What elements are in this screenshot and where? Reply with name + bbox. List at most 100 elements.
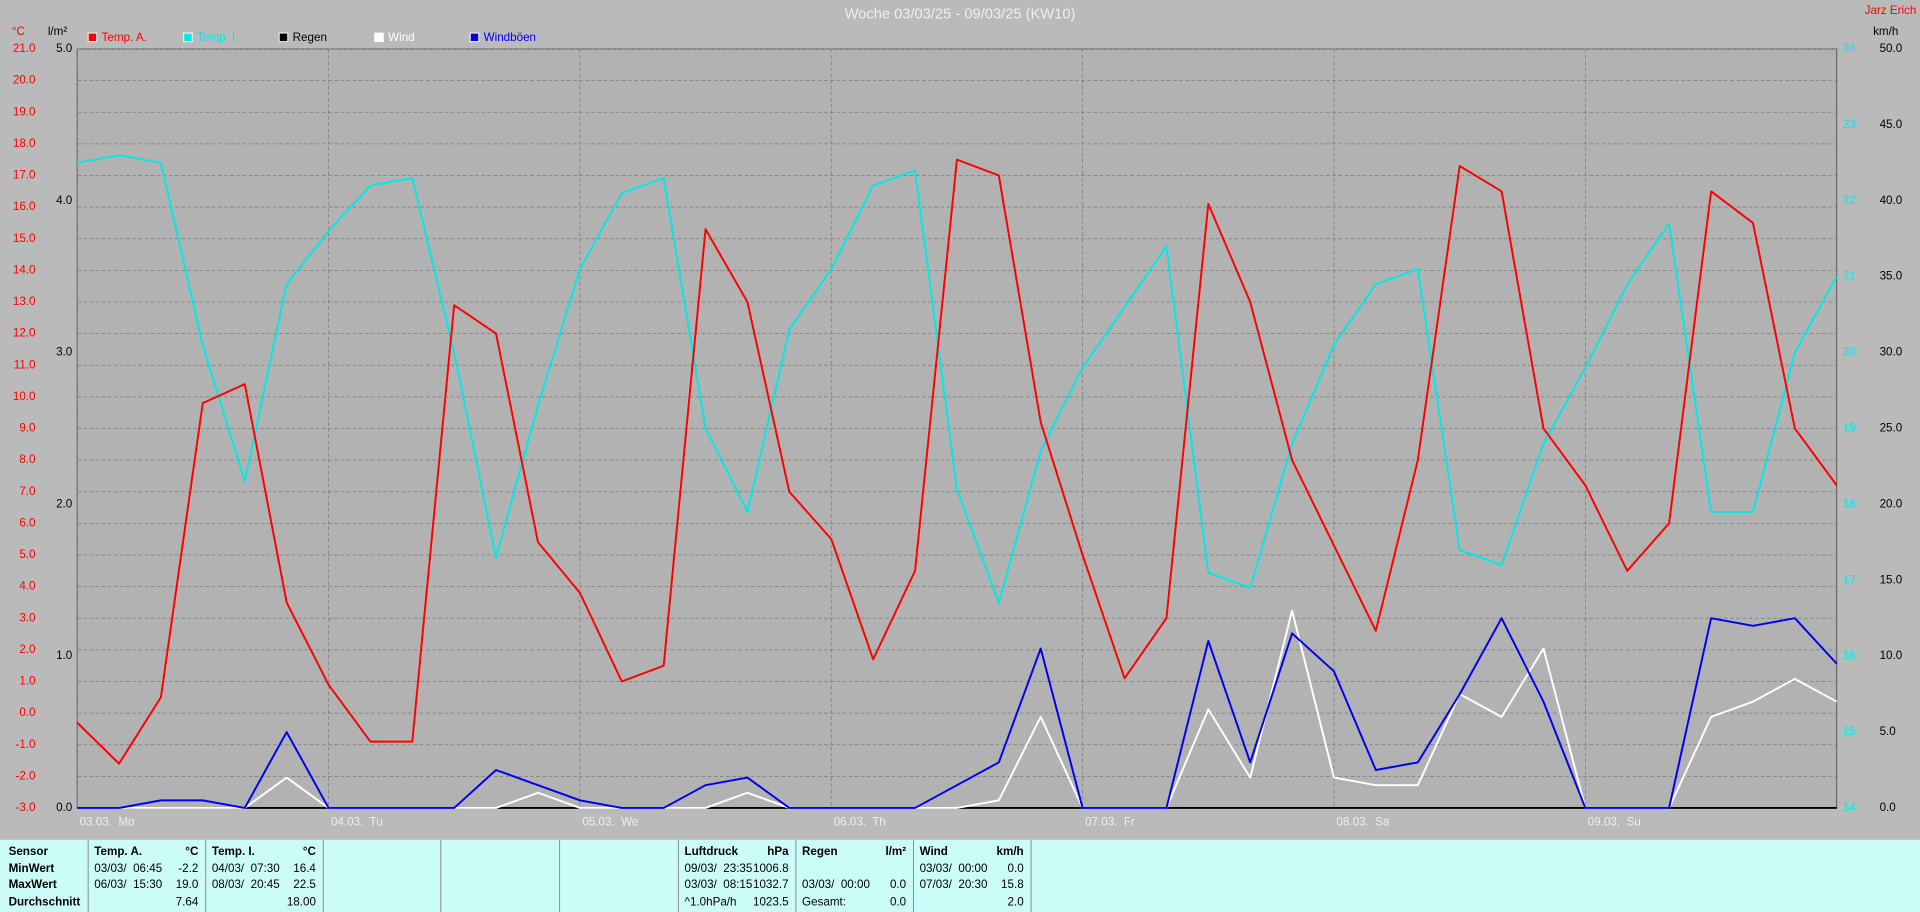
yticks-label: 4.0 xyxy=(19,580,36,593)
yticks-label: 13.0 xyxy=(13,295,36,308)
legend-swatch xyxy=(374,32,384,43)
table-time: 09/03/ 23:35 xyxy=(684,862,752,875)
table-value: 0.0 xyxy=(890,878,907,891)
table-value: 2.0 xyxy=(1007,895,1024,908)
table-time: 03/03/ 06:45 xyxy=(94,862,162,875)
y2ticks-label: 15.0 xyxy=(1880,573,1903,586)
yticks-label: 5.0 xyxy=(19,548,36,561)
table-header: Temp. A. xyxy=(94,845,142,858)
table-time: 06/03/ 15:30 xyxy=(94,878,162,891)
legend-swatch xyxy=(469,32,480,43)
y4ticks-label: 20 xyxy=(1843,346,1856,359)
table-unit: °C xyxy=(303,845,317,858)
yticks-label: 2.0 xyxy=(19,643,36,656)
y3ticks-label: 2.0 xyxy=(56,497,73,510)
yticks-label: 1.0 xyxy=(19,675,36,688)
y4ticks-label: 21 xyxy=(1843,270,1856,283)
yticks-label: 9.0 xyxy=(19,422,36,435)
table-row-label: Durchschnitt xyxy=(9,895,81,908)
x-tick-label: 09.03. Su xyxy=(1588,816,1641,829)
x-tick-label: 08.03. Sa xyxy=(1336,816,1390,829)
yticks-label: -1.0 xyxy=(15,738,36,751)
y2-unit: km/h xyxy=(1873,25,1898,38)
x-tick-label: 05.03. We xyxy=(582,816,638,829)
table-time: 08/03/ 20:45 xyxy=(212,878,280,891)
table-unit: °C xyxy=(185,845,199,858)
table-value: 1032.7 xyxy=(753,878,789,891)
table-row-label: MinWert xyxy=(9,862,55,875)
y4ticks-label: 24 xyxy=(1843,42,1856,55)
table-time: ^1.0hPa/h xyxy=(684,895,736,908)
y4ticks-label: 16 xyxy=(1843,649,1856,662)
table-value: 0.0 xyxy=(890,895,907,908)
table-time: 07/03/ 20:30 xyxy=(920,878,988,891)
y2ticks-label: 50.0 xyxy=(1880,42,1903,55)
y-unit: °C xyxy=(12,25,25,38)
table-unit: hPa xyxy=(767,845,789,858)
legend-label: Temp. A. xyxy=(102,31,147,44)
yticks-label: 17.0 xyxy=(13,169,36,182)
legend-swatch xyxy=(87,32,98,43)
table-time: 03/03/ 00:00 xyxy=(920,862,988,875)
y4ticks-label: 22 xyxy=(1843,194,1856,207)
y4ticks-label: 14 xyxy=(1843,801,1856,814)
y4ticks-label: 19 xyxy=(1843,422,1856,435)
table-value: 19.0 xyxy=(176,878,199,891)
yticks-label: 14.0 xyxy=(13,263,36,276)
table-value: -2.2 xyxy=(178,862,198,875)
y3ticks-label: 5.0 xyxy=(56,42,73,55)
series-line xyxy=(76,154,1838,605)
chart-title: Woche 03/03/25 - 09/03/25 (KW10) xyxy=(845,7,1076,23)
table-value: 1023.5 xyxy=(753,895,789,908)
x-tick-label: 03.03. Mo xyxy=(80,816,135,829)
y2ticks-label: 20.0 xyxy=(1880,497,1903,510)
y2ticks-label: 35.0 xyxy=(1880,270,1903,283)
yticks-label: -2.0 xyxy=(15,769,36,782)
y4ticks-label: 23 xyxy=(1843,118,1856,131)
table-time: 03/03/ 08:15 xyxy=(684,878,752,891)
yticks-label: 19.0 xyxy=(13,105,36,118)
table-value: 16.4 xyxy=(293,862,316,875)
y2ticks-label: 25.0 xyxy=(1880,422,1903,435)
y4ticks-label: 17 xyxy=(1843,573,1856,586)
legend-swatch xyxy=(278,32,289,43)
yticks-label: 15.0 xyxy=(13,232,36,245)
yticks-label: 8.0 xyxy=(19,453,36,466)
table-header: Regen xyxy=(802,845,838,858)
yticks-label: 20.0 xyxy=(13,74,36,87)
yticks-label: 0.0 xyxy=(19,706,36,719)
y3ticks-label: 1.0 xyxy=(56,649,73,662)
y2ticks-label: 45.0 xyxy=(1880,118,1903,131)
yticks-label: 12.0 xyxy=(13,327,36,340)
y3ticks-label: 4.0 xyxy=(56,194,73,207)
table-value: 0.0 xyxy=(1007,862,1024,875)
x-tick-label: 04.03. Tu xyxy=(331,816,383,829)
table-header: Luftdruck xyxy=(684,845,738,858)
legend-label: Temp. I. xyxy=(197,31,238,44)
legend-label: Windböen xyxy=(484,31,536,44)
y3-unit: l/m² xyxy=(48,25,67,38)
y3ticks-label: 3.0 xyxy=(56,346,73,359)
table-time: 03/03/ 00:00 xyxy=(802,878,870,891)
series-line xyxy=(77,617,1838,809)
yticks-label: 3.0 xyxy=(19,611,36,624)
legend-label: Wind xyxy=(388,31,415,44)
y3ticks-label: 0.0 xyxy=(56,801,73,814)
y2ticks-label: 40.0 xyxy=(1880,194,1903,207)
table-time: 04/03/ 07:30 xyxy=(212,862,280,875)
legend-swatch xyxy=(183,32,193,43)
yticks-label: 11.0 xyxy=(14,358,36,371)
table-unit: l/m² xyxy=(885,845,906,858)
y4ticks-label: 18 xyxy=(1843,497,1856,510)
y2ticks-label: 10.0 xyxy=(1880,649,1903,662)
yticks-label: 16.0 xyxy=(13,200,36,213)
x-tick-label: 07.03. Fr xyxy=(1085,816,1135,829)
y2ticks-label: 5.0 xyxy=(1880,725,1897,738)
y2ticks-label: 30.0 xyxy=(1880,346,1903,359)
table-value: 1006.8 xyxy=(753,862,789,875)
x-tick-label: 06.03. Th xyxy=(834,816,886,829)
table-value: 15.8 xyxy=(1001,878,1024,891)
series-line xyxy=(76,158,1838,765)
yticks-label: -3.0 xyxy=(15,801,36,814)
